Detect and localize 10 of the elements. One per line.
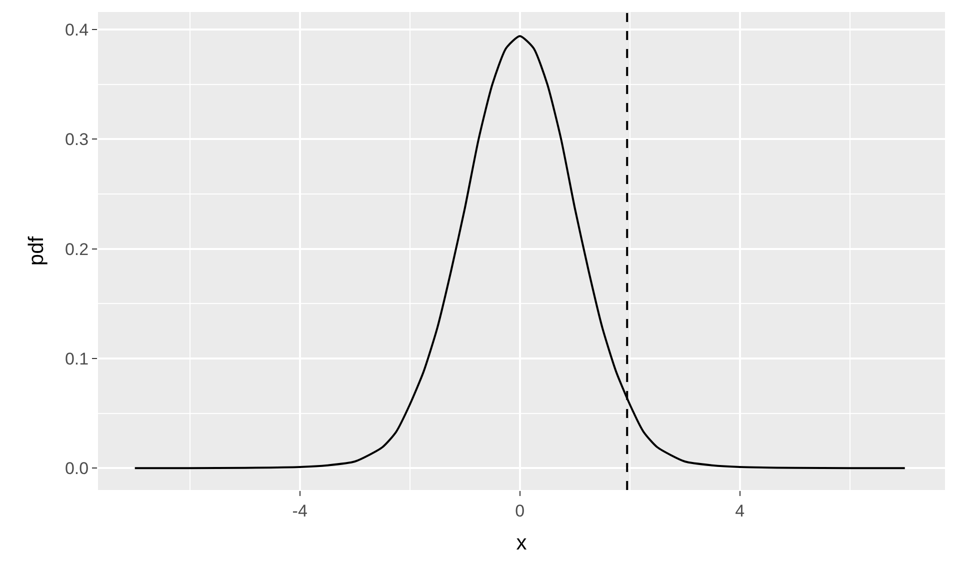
y-tick-label: 0.3 xyxy=(64,130,89,150)
y-tick-label: 0.0 xyxy=(64,459,89,478)
x-axis-title: x xyxy=(516,532,528,555)
x-tick-label: 0 xyxy=(515,501,525,520)
x-tick-label: 4 xyxy=(735,501,745,520)
y-tick-label: 0.1 xyxy=(64,349,89,368)
y-axis-title: pdf xyxy=(25,236,48,266)
y-tick-label: 0.2 xyxy=(64,240,89,259)
y-tick-label: 0.4 xyxy=(64,20,89,40)
x-tick-label: -4 xyxy=(292,501,308,520)
